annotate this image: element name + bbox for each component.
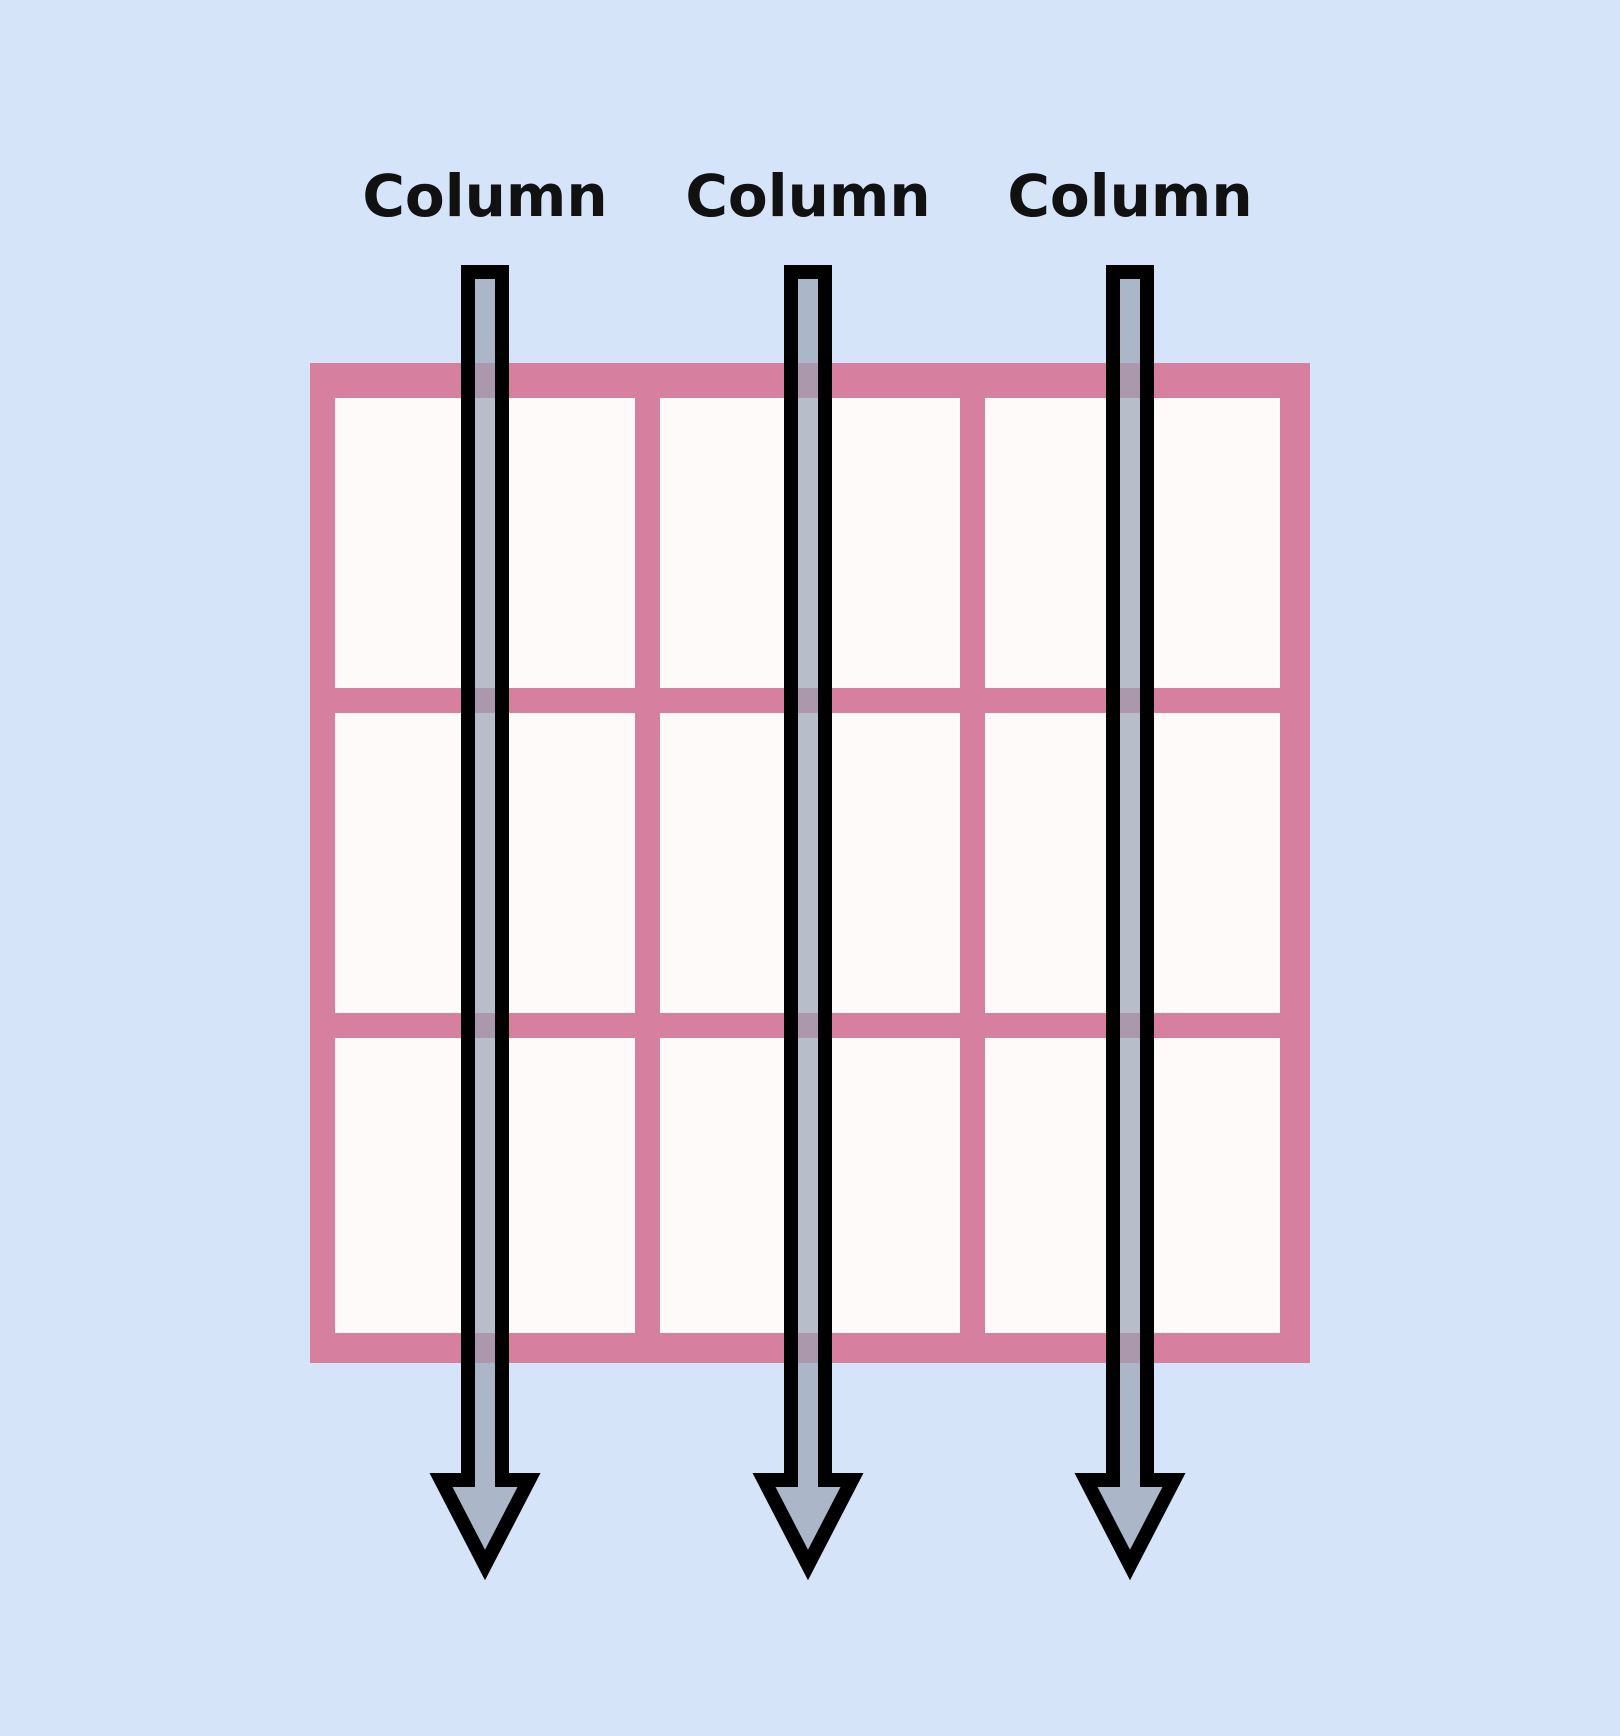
column-labels: Column Column Column <box>362 162 1252 230</box>
down-arrow-2 <box>752 265 864 1581</box>
down-arrow-3 <box>1074 265 1186 1581</box>
down-arrow-1 <box>429 265 541 1581</box>
column-label-1: Column <box>362 162 607 230</box>
column-label-3: Column <box>1007 162 1252 230</box>
column-arrows <box>429 265 1186 1581</box>
column-label-2: Column <box>685 162 930 230</box>
